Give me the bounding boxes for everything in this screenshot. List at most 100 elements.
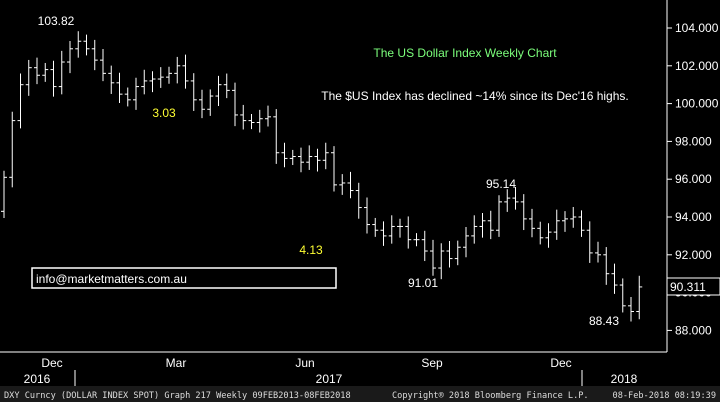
price-tick-label: 100.000 [675, 97, 719, 111]
weekly-bar [67, 41, 73, 74]
weekly-bar [595, 241, 601, 263]
weekly-bar [487, 210, 494, 240]
year-label: 2016 [24, 372, 51, 386]
weekly-bar [380, 221, 387, 246]
weekly-bar [397, 218, 403, 238]
price-annotation: 3.03 [152, 106, 176, 120]
weekly-bar [223, 73, 230, 99]
weekly-bar [256, 109, 263, 133]
weekly-bar [215, 75, 222, 107]
weekly-bar [281, 142, 288, 168]
weekly-bar [512, 186, 519, 210]
weekly-bar [636, 275, 643, 320]
weekly-bar [83, 34, 90, 56]
weekly-bar [149, 71, 156, 93]
weekly-bar [141, 69, 148, 95]
weekly-bar [611, 263, 618, 294]
weekly-bar [232, 82, 238, 127]
year-label: 2018 [611, 372, 638, 386]
weekly-bar [479, 213, 486, 238]
weekly-bar [207, 89, 214, 116]
price-bars [1, 31, 643, 322]
weekly-bar [339, 174, 346, 195]
weekly-bar [496, 195, 502, 237]
weekly-bar [50, 60, 57, 97]
price-tick-label: 98.000 [675, 134, 712, 148]
weekly-bar [58, 50, 65, 95]
month-label: Sep [421, 356, 443, 370]
weekly-bar [413, 233, 420, 247]
weekly-bar [133, 77, 139, 110]
weekly-bar [306, 145, 313, 170]
weekly-bar [355, 182, 362, 219]
weekly-bar [124, 87, 131, 107]
weekly-bar [273, 109, 280, 164]
weekly-bar [603, 247, 610, 285]
price-tick-label: 92.000 [675, 248, 712, 262]
weekly-bar [537, 221, 544, 245]
weekly-bar [166, 66, 172, 84]
weekly-bar [405, 216, 412, 249]
price-tick-label: 96.000 [675, 172, 712, 186]
contact-box-border [31, 267, 337, 289]
weekly-bar [578, 210, 585, 237]
weekly-bar [100, 48, 106, 82]
time-axis-labels: Dec Mar Jun Sep Dec 2016 2017 2018 [24, 356, 638, 386]
weekly-bar [199, 89, 205, 119]
weekly-bar [331, 146, 337, 192]
weekly-bar [75, 31, 82, 58]
price-tick-label: 104.000 [675, 21, 719, 35]
footer-timestamp: 08-Feb-2018 08:19:39 [613, 391, 716, 401]
weekly-bar [421, 230, 428, 262]
weekly-bar [520, 194, 527, 231]
contact-box[interactable]: info@marketmatters.com.au [31, 267, 337, 289]
price-annotation: 91.01 [408, 276, 438, 290]
weekly-bar [430, 239, 436, 276]
price-annotations: 103.82 3.03 91.01 4.13 95.14 88.43 [38, 14, 620, 328]
price-tick-label: 88.000 [675, 323, 712, 337]
weekly-bar [9, 111, 16, 188]
weekly-bar [463, 227, 469, 258]
weekly-bar [545, 223, 552, 248]
contact-email[interactable]: info@marketmatters.com.au [36, 272, 187, 286]
weekly-bar [157, 67, 164, 88]
price-annotation: 95.14 [486, 177, 516, 191]
price-annotation: 88.43 [589, 314, 619, 328]
weekly-bar [298, 147, 304, 173]
weekly-bar [289, 149, 296, 166]
weekly-bar [190, 73, 197, 111]
chart-subtitle: The $US Index has declined ~14% since it… [321, 89, 628, 103]
weekly-bar [529, 208, 535, 238]
footer-bar [0, 386, 720, 402]
weekly-bar [91, 39, 98, 71]
weekly-bar [372, 217, 379, 237]
footer-security-info: DXY Curncy (DOLLAR INDEX SPOT) Graph 217… [4, 391, 351, 401]
weekly-bar [1, 170, 7, 218]
weekly-bar [570, 206, 577, 228]
price-annotation: 4.13 [299, 243, 323, 257]
weekly-bar [619, 278, 626, 313]
weekly-bar [438, 243, 445, 280]
weekly-bar [586, 221, 593, 263]
weekly-bar [182, 54, 189, 89]
weekly-bar [240, 104, 247, 130]
month-label: Mar [166, 356, 187, 370]
chart-title: The US Dollar Index Weekly Chart [373, 46, 557, 60]
weekly-bar [388, 215, 395, 244]
weekly-bar [562, 211, 568, 232]
weekly-bar [347, 171, 354, 199]
year-label: 2017 [316, 372, 343, 386]
footer-copyright: Copyright® 2018 Bloomberg Finance L.P. [392, 391, 589, 401]
last-price-label: 90.311 [670, 280, 706, 294]
weekly-bar [471, 215, 478, 244]
weekly-bar [446, 241, 453, 268]
last-price-tag: 90.311 [666, 277, 720, 296]
month-label: Dec [41, 356, 62, 370]
weekly-bar [628, 296, 634, 322]
weekly-bar [553, 209, 560, 240]
weekly-bar [116, 72, 123, 104]
weekly-bar [454, 240, 461, 266]
weekly-bar [17, 73, 24, 129]
